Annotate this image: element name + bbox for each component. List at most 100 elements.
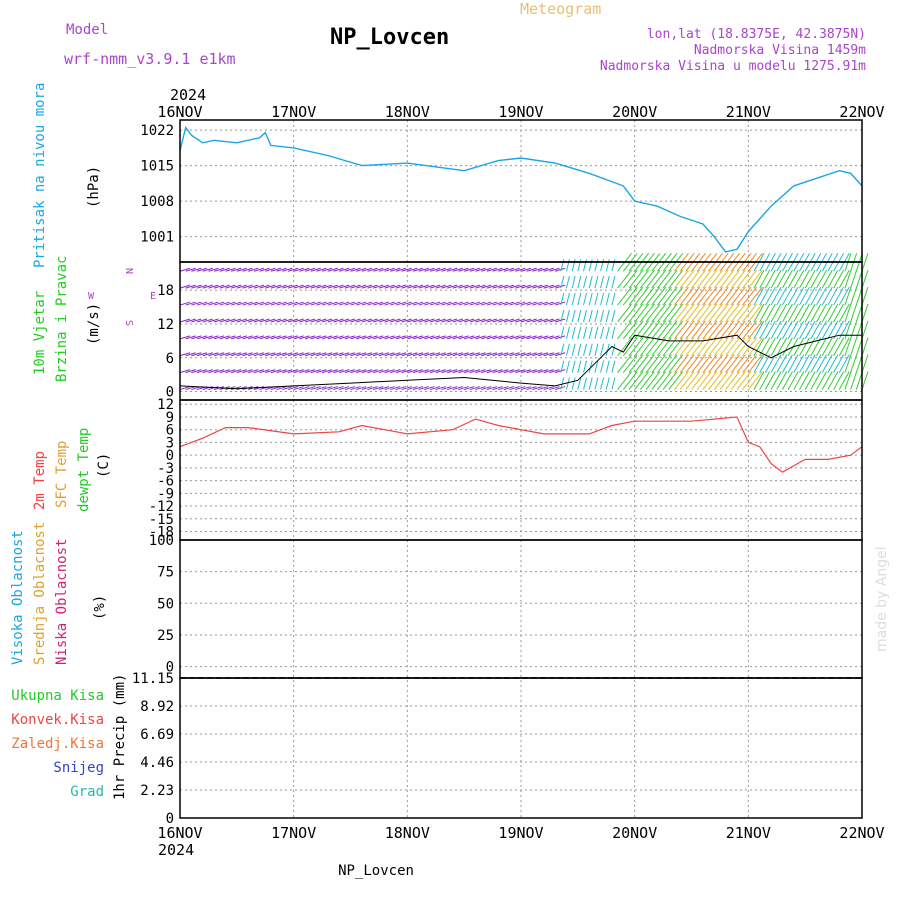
wind-barb <box>202 318 213 323</box>
wind-barb <box>787 269 799 289</box>
wind-barb <box>344 267 355 272</box>
wind-barb <box>605 326 610 339</box>
wind-barb <box>781 354 793 373</box>
wind-barb <box>202 369 213 374</box>
wind-barb <box>639 371 655 390</box>
wind-barb <box>446 335 458 340</box>
wind-barb <box>407 369 418 374</box>
wind-barb <box>685 286 701 306</box>
year-bottom: 2024 <box>158 841 194 859</box>
wind-barb <box>685 371 701 390</box>
compass-south: S <box>123 320 134 326</box>
wind-barb <box>764 371 776 390</box>
wind-barb <box>679 303 695 323</box>
wind-barb <box>515 284 526 289</box>
wind-barb <box>293 301 304 306</box>
date-bottom-label: 22NOV <box>839 824 884 842</box>
wind-barb <box>310 267 321 272</box>
wind-barb <box>861 303 869 323</box>
wind-barb <box>730 337 746 357</box>
wind-barb <box>452 386 463 391</box>
wind-barb <box>560 276 565 289</box>
wind-barb <box>526 386 537 391</box>
precip-legend-item: Grad <box>70 784 104 800</box>
wind-barb <box>441 335 452 340</box>
wind-barb <box>730 354 746 373</box>
wind-barb <box>367 318 378 323</box>
wind-barb <box>838 337 850 356</box>
wind-barb <box>554 284 566 289</box>
wind-barb <box>770 269 782 289</box>
wind-barb <box>361 335 373 340</box>
wind-barb <box>356 335 367 340</box>
wind-barb <box>475 386 486 391</box>
wind-barb <box>617 286 633 306</box>
wind-barb <box>594 343 599 356</box>
wind-barb <box>611 326 616 339</box>
wind-barb <box>316 335 327 340</box>
wind-barb <box>219 318 230 323</box>
wind-barb <box>333 318 344 323</box>
wind-barb <box>844 371 852 390</box>
wind-barb <box>850 270 858 289</box>
wind-barb <box>520 335 532 340</box>
wind-barb <box>469 386 480 391</box>
wind-barb <box>628 286 644 306</box>
wind-barb <box>179 267 191 272</box>
wind-barb <box>759 303 771 323</box>
wind-barb <box>333 335 344 340</box>
wind-barb <box>452 335 463 340</box>
wind-barb <box>503 386 515 391</box>
wind-barb <box>793 320 805 340</box>
wind-barb <box>452 318 463 323</box>
wind-barb <box>708 286 723 306</box>
wind-barb <box>838 286 850 306</box>
wind-barb <box>236 267 247 272</box>
wind-barb <box>418 352 429 357</box>
wind-barb <box>270 335 282 340</box>
wind-barb <box>639 269 655 289</box>
wind-barb <box>321 318 333 323</box>
wind-barb <box>429 369 441 374</box>
wind-barb <box>287 335 299 340</box>
wind-barb <box>179 386 191 391</box>
wind-barb <box>248 352 259 357</box>
wind-barb <box>838 371 850 390</box>
wind-barb <box>401 267 412 272</box>
wind-barb <box>770 286 782 306</box>
wind-barb <box>645 269 661 289</box>
wind-barb <box>549 386 560 391</box>
wind-barb <box>401 284 412 289</box>
wind-barb <box>412 267 424 272</box>
precip-ytick: 2.23 <box>140 783 174 799</box>
wind-barb <box>282 335 293 340</box>
temp-sfc-label: SFC Temp <box>54 441 70 508</box>
wind-barb <box>713 303 729 323</box>
wind-barb <box>441 386 452 391</box>
wind-barb <box>764 337 776 356</box>
date-top-label: 16NOV <box>157 103 202 121</box>
wind-barb <box>747 320 763 340</box>
wind-barb <box>378 267 390 272</box>
compass-west: W <box>88 291 95 302</box>
wind-barb <box>367 335 378 340</box>
wind-barb <box>191 335 202 340</box>
wind-barb <box>492 284 503 289</box>
model-value: wrf-nmm_v3.9.1 e1km <box>64 50 236 68</box>
wind-barb <box>492 335 503 340</box>
wind-barb <box>520 352 532 357</box>
wind-barb <box>418 386 429 391</box>
wind-barb <box>492 369 503 374</box>
wind-barb <box>395 267 407 272</box>
wind-barb <box>486 267 498 272</box>
wind-barb <box>594 360 599 373</box>
wind-barb <box>395 352 407 357</box>
wind-barb <box>622 371 638 390</box>
wind-barb <box>651 354 667 373</box>
wind-barb <box>208 318 219 323</box>
wind-barb <box>588 360 593 373</box>
wind-barb <box>781 320 793 340</box>
wind-barb <box>708 354 723 373</box>
wind-barb <box>742 354 758 373</box>
wind-barb <box>481 369 492 374</box>
